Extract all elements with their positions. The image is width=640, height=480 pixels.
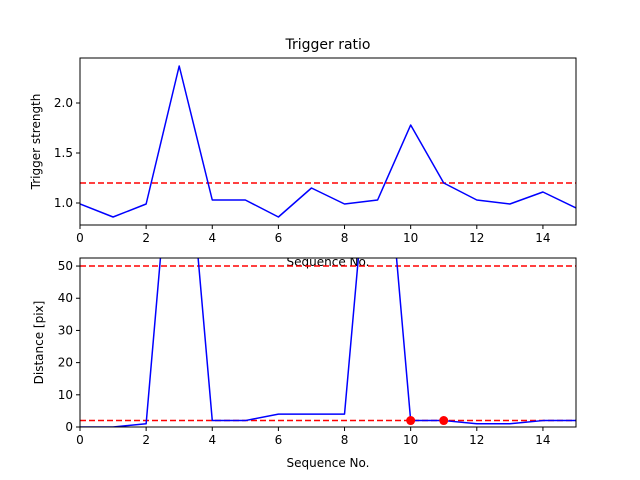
distance-chart: 0 2 4 6 8 10 12 14 0 10 20 30 40 50 Sequence No. Dis… — [32, 253, 577, 470]
x-tick-label: 14 — [535, 231, 550, 245]
series-group — [80, 65, 576, 218]
plot-frame — [79, 257, 577, 428]
y-tick-label: 1.0 — [54, 196, 73, 210]
y-axis-label: Trigger strength — [29, 94, 43, 191]
series-line — [80, 65, 576, 218]
x-tick-label: 14 — [535, 433, 550, 447]
y-tick-label: 30 — [58, 323, 73, 337]
label-overlap-mask — [80, 253, 576, 258]
x-tick-label: 2 — [142, 433, 150, 447]
y-tick-label: 2.0 — [54, 96, 73, 110]
x-tick-label: 0 — [76, 231, 84, 245]
x-ticks: 0 2 4 6 8 10 12 14 — [76, 427, 551, 447]
series-line — [80, 258, 576, 427]
x-tick-label: 4 — [208, 433, 216, 447]
y-tick-label: 20 — [58, 356, 73, 370]
x-tick-label: 10 — [403, 231, 418, 245]
x-tick-label: 4 — [208, 231, 216, 245]
trigger-ratio-chart: Trigger ratio 0 2 4 6 8 10 12 14 1.01.52.0 Sequ… — [29, 37, 577, 269]
x-tick-label: 6 — [275, 231, 283, 245]
x-tick-label: 0 — [76, 433, 84, 447]
x-tick-label: 6 — [275, 433, 283, 447]
highlight-marker — [406, 416, 416, 426]
x-axis-label: Sequence No. — [287, 456, 370, 470]
x-tick-label: 2 — [142, 231, 150, 245]
x-ticks: 0 2 4 6 8 10 12 14 — [76, 225, 551, 245]
y-ticks: 0 10 20 30 40 50 — [58, 259, 80, 434]
y-ticks: 1.0 1.5 2.0 — [54, 96, 80, 210]
series-group — [80, 258, 576, 427]
x-tick-label: 12 — [469, 433, 484, 447]
marker-group — [406, 416, 449, 426]
highlight-marker — [439, 416, 449, 426]
plot-frame — [79, 57, 577, 226]
y-tick-label: 1.5 — [54, 146, 73, 160]
y-axis-label: Distance [pix] — [32, 301, 46, 385]
x-tick-label: 8 — [341, 231, 349, 245]
chart-title: Trigger ratio — [284, 37, 370, 53]
y-tick-label: 10 — [58, 388, 73, 402]
x-tick-label: 12 — [469, 231, 484, 245]
y-tick-label: 40 — [58, 291, 73, 305]
y-tick-label: 50 — [58, 259, 73, 273]
y-tick-label: 0 — [65, 420, 73, 434]
threshold-lines — [80, 265, 576, 422]
x-tick-label: 8 — [341, 433, 349, 447]
x-tick-label: 10 — [403, 433, 418, 447]
